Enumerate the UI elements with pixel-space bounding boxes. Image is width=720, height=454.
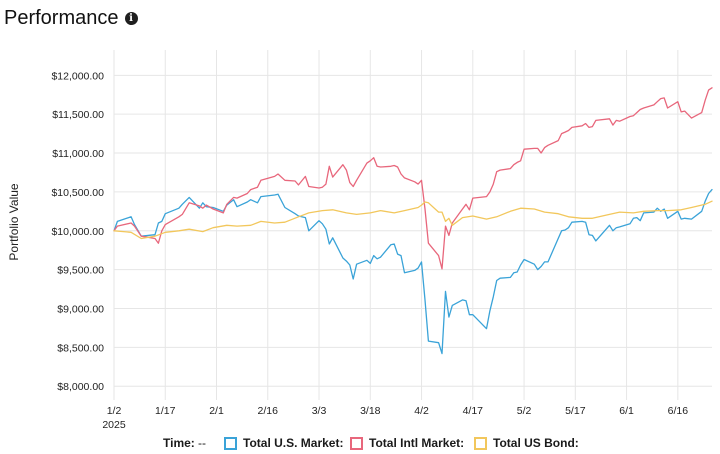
x-tick-year-label: 2025 [102,419,126,431]
x-tick-label: 5/17 [565,405,586,417]
y-tick-label: $8,000.00 [57,381,104,393]
y-tick-label: $10,500.00 [51,187,104,199]
x-axis-ticks: 1/2 2025 1/17 2/1 2/16 3/3 3/18 4/2 4/17 5/2 5/17 6… [102,405,688,431]
x-tick-label: 1/2 [107,405,122,417]
x-tick-label: 3/18 [360,405,381,417]
chart-header: Performance i [4,4,138,32]
chart-legend: Time: -- Total U.S. Market: Total Intl M… [0,432,720,452]
chart-grid [113,50,712,400]
info-icon[interactable]: i [124,12,138,25]
legend-time-value: -- [198,436,206,450]
y-tick-label: $12,000.00 [51,70,104,82]
legend-item-intl-market[interactable]: Total Intl Market: [350,436,464,450]
y-tick-label: $11,500.00 [52,109,104,121]
x-tick-label: 2/16 [258,405,279,417]
x-tick-label: 3/3 [312,405,327,417]
x-tick-label: 4/2 [414,405,429,417]
legend-item-us-bond[interactable]: Total US Bond: [474,436,579,450]
y-axis-ticks: $8,000.00 $8,500.00 $9,000.00 $9,500.00 $10,… [51,70,104,393]
legend-swatch-intl-market [350,436,363,450]
legend-swatch-us-market [224,436,237,450]
legend-time-label: Time: [163,436,195,450]
y-tick-label: $9,000.00 [57,304,104,316]
x-tick-label: 5/2 [517,405,532,417]
y-tick-label: $9,500.00 [57,265,104,277]
legend-label-us-market: Total U.S. Market: [243,436,344,450]
series-line-us-market [113,188,713,355]
x-tick-label: 6/16 [668,405,689,417]
legend-swatch-us-bond [474,436,487,450]
legend-label-us-bond: Total US Bond: [493,436,579,450]
y-tick-label: $11,000.00 [52,148,104,160]
series-line-intl-market [113,87,713,270]
chart-series [113,87,713,355]
x-tick-label: 2/1 [209,405,224,417]
y-tick-label: $8,500.00 [57,342,104,354]
x-tick-label: 1/17 [155,405,176,417]
series-line-us-bond [113,200,713,240]
legend-label-intl-market: Total Intl Market: [369,436,465,450]
x-tick-label: 6/1 [619,405,634,417]
legend-item-us-market[interactable]: Total U.S. Market: [224,436,343,450]
page-title: Performance [4,7,119,29]
y-tick-label: $10,000.00 [51,226,104,238]
y-axis-label: Portfolio Value [7,183,21,260]
x-tick-label: 4/17 [463,405,484,417]
